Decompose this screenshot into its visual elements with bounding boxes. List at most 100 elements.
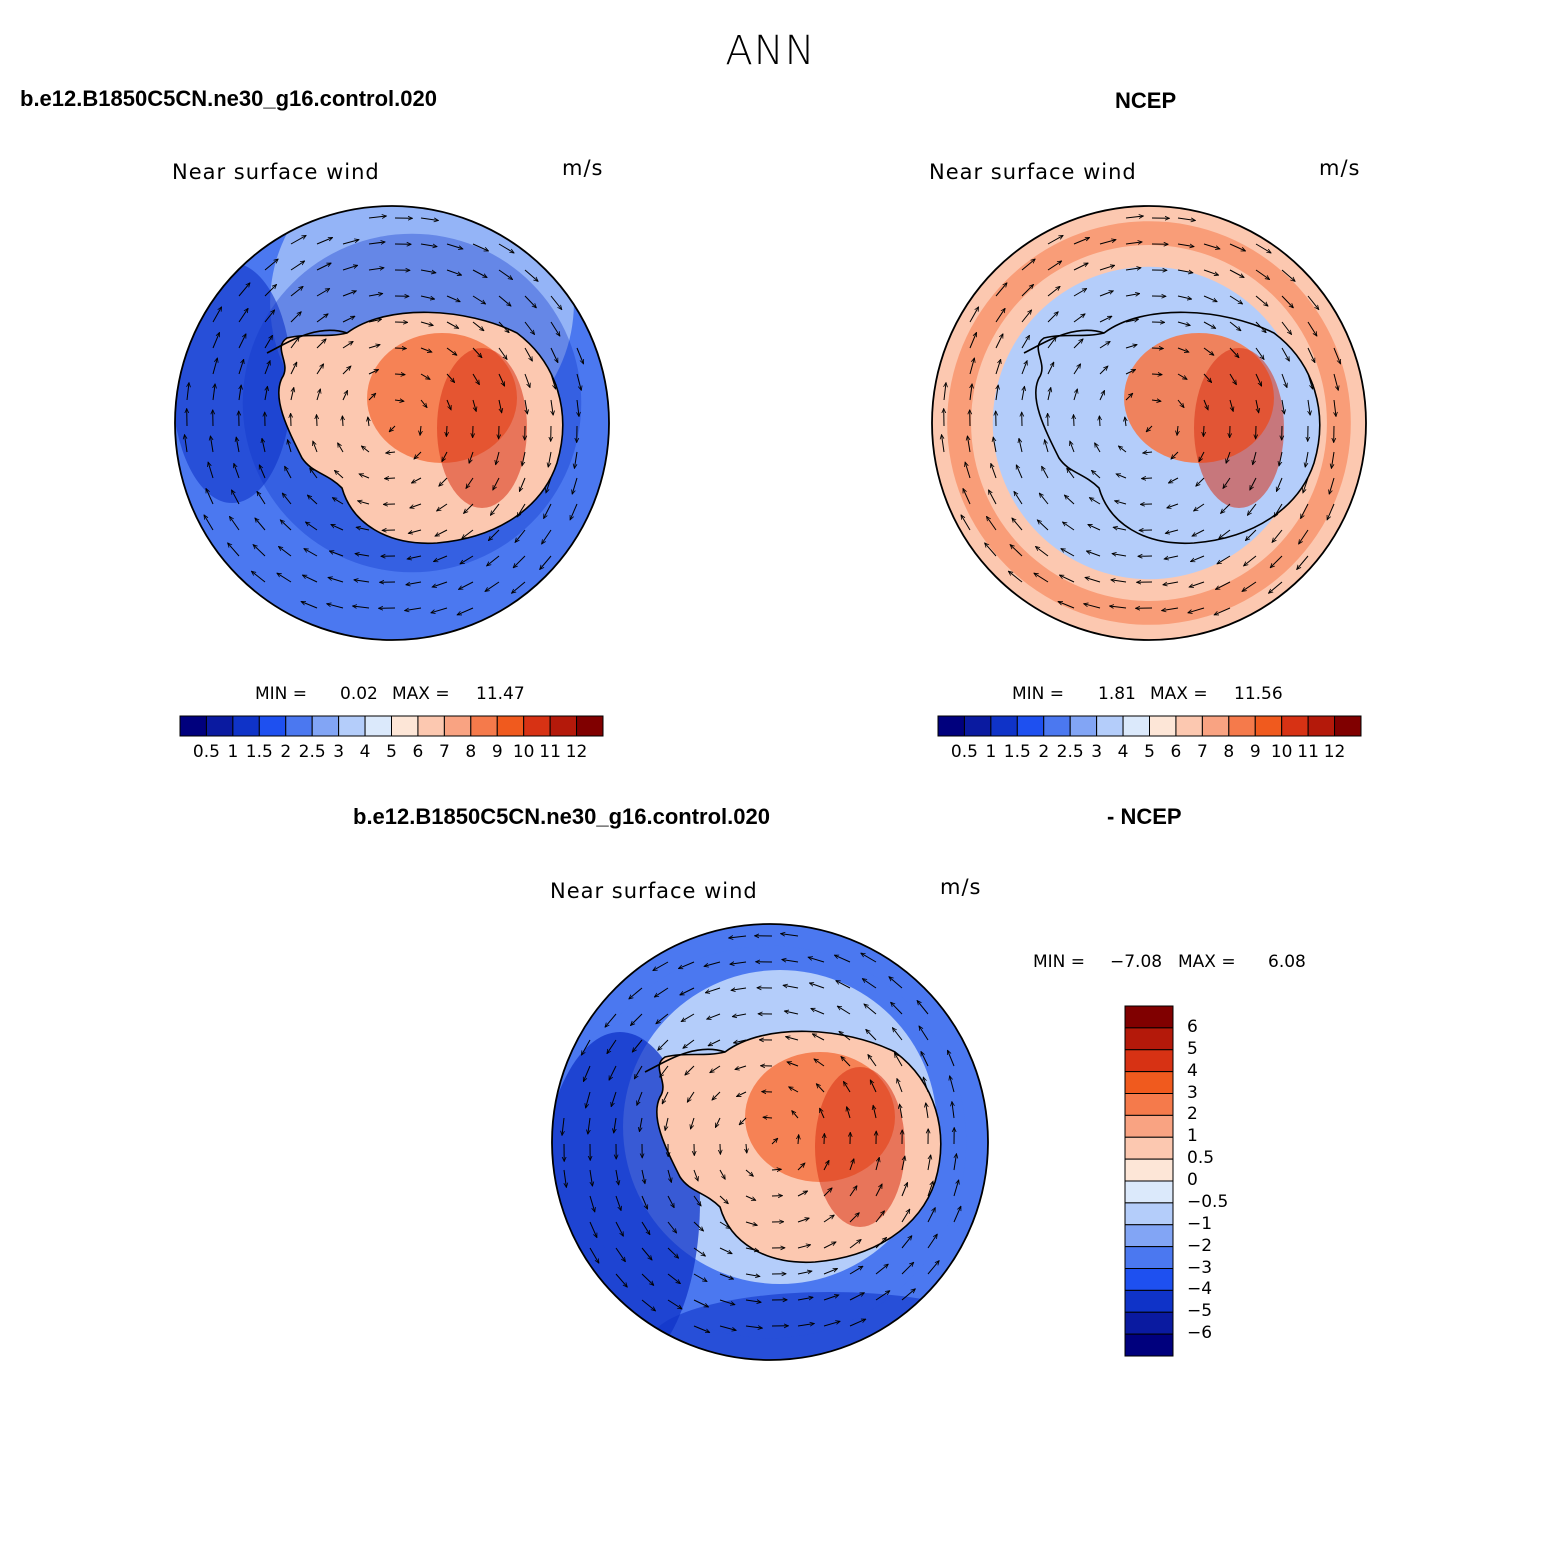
colorbar-tick-label: 12 [1323, 742, 1346, 762]
panel-diff-min-value: −7.08 [1110, 952, 1163, 972]
colorbar-tick-label: 3 [1091, 742, 1103, 762]
colorbar-swatch [1307, 715, 1336, 737]
colorbar-tick-label: 4 [1187, 1060, 1198, 1081]
colorbar-model [179, 715, 604, 737]
colorbar-swatch [576, 715, 604, 737]
colorbar-swatch [1124, 1071, 1174, 1095]
colorbar-tick-label: 0.5 [1187, 1148, 1215, 1169]
colorbar-tick-label: 9 [1249, 742, 1261, 762]
colorbar-tick-label: 2 [280, 742, 292, 762]
colorbar-tick-label: 7 [438, 742, 450, 762]
colorbar-swatch [1124, 1136, 1174, 1160]
panel-model-units: m/s [562, 156, 604, 180]
panel-obs-max-label: MAX = [1150, 684, 1208, 704]
colorbar-tick-label: 10 [512, 742, 535, 762]
colorbar-swatch [1124, 1202, 1174, 1226]
colorbar-tick-label: 6 [412, 742, 424, 762]
map-border [931, 205, 1367, 641]
colorbar-tick-label: 7 [1196, 742, 1208, 762]
wind-vectors [562, 934, 962, 1333]
colorbar-tick-label: 1 [1187, 1126, 1198, 1147]
colorbar-swatch [1228, 715, 1256, 737]
coastline [1035, 311, 1321, 545]
panel-diff-subtitle: Near surface wind [550, 879, 758, 903]
colorbar-swatch [179, 715, 207, 737]
colorbar-tick-label: −0.5 [1187, 1191, 1229, 1212]
colorbar-swatch [1124, 1114, 1174, 1138]
colorbar-tick-label: 3 [333, 742, 345, 762]
colorbar-tick-label: 9 [491, 742, 503, 762]
colorbar-swatch [1334, 715, 1362, 737]
colorbar-tick-label: 1.5 [245, 742, 273, 762]
colorbar-swatch [1281, 715, 1309, 737]
colorbar-swatch [391, 715, 419, 737]
panel-obs-min-label: MIN = [1012, 684, 1065, 704]
panel-diff-max-value: 6.08 [1268, 952, 1306, 972]
panel-diff-case-suffix: - NCEP [1107, 804, 1182, 829]
colorbar-swatch [1124, 1246, 1174, 1270]
colorbar-tick-label: 11 [1297, 742, 1319, 762]
colorbar-tick-label: −3 [1187, 1257, 1213, 1278]
colorbar-swatch [1124, 1027, 1174, 1051]
colorbar-swatch [1124, 1268, 1174, 1291]
colorbar-swatch [1124, 1093, 1174, 1116]
panel-diff-case-name: b.e12.B1850C5CN.ne30_g16.control.020 [353, 804, 770, 829]
colorbar-tick-label: 2 [1187, 1104, 1198, 1125]
panel-obs-subtitle: Near surface wind [929, 160, 1137, 184]
colorbar-tick-label: −2 [1187, 1235, 1213, 1256]
colorbar-swatch [1069, 715, 1098, 737]
colorbar-swatch [1124, 1180, 1174, 1204]
colorbar-tick-label: 5 [1144, 742, 1155, 762]
polar-map-model [174, 205, 610, 641]
colorbar-swatch [1124, 1224, 1174, 1248]
colorbar-swatch [1124, 1005, 1174, 1029]
panel-obs-case-name: NCEP [1115, 88, 1177, 113]
colorbar-swatch [1124, 1289, 1174, 1313]
wind-vectors [942, 216, 1341, 616]
colorbar-tick-label: 10 [1270, 742, 1293, 762]
colorbar-tick-label: 11 [539, 742, 561, 762]
colorbar-tick-label: 8 [465, 742, 477, 762]
colorbar-tick-label: 0 [1187, 1170, 1198, 1190]
colorbar-tick-label: −4 [1187, 1279, 1213, 1300]
panel-obs-max-value: 11.56 [1234, 684, 1283, 704]
colorbar-tick-label: 0.5 [950, 742, 978, 762]
colorbar-swatch [1149, 715, 1177, 737]
colorbar-swatch [1201, 715, 1230, 737]
panel-model-max-label: MAX = [392, 684, 450, 704]
colorbar-swatch [417, 715, 445, 737]
colorbar-swatch [1124, 1049, 1174, 1073]
colorbar-tick-label: 1 [985, 742, 997, 762]
colorbar-tick-label: 4 [1117, 742, 1129, 762]
panel-obs-min-value: 1.81 [1098, 684, 1136, 704]
colorbar-tick-label: −5 [1187, 1301, 1213, 1322]
colorbar-swatch [470, 715, 498, 737]
colorbar-swatch [1124, 1158, 1174, 1182]
colorbar-swatch [1124, 1333, 1174, 1357]
colorbar-swatch [963, 715, 992, 737]
colorbar-swatch [549, 715, 578, 737]
map-border [174, 205, 610, 641]
colorbar-tick-label: −1 [1187, 1213, 1213, 1234]
map-border [551, 923, 989, 1361]
colorbar-swatch [496, 715, 525, 737]
colorbar-tick-label: 2.5 [1056, 742, 1084, 762]
colorbar-swatch [1124, 1311, 1174, 1335]
colorbar-swatch [990, 715, 1018, 737]
colorbar-swatch [1016, 715, 1045, 737]
colorbar-tick-label: 1 [227, 742, 239, 762]
colorbar-swatch [1122, 715, 1151, 737]
colorbar-tick-label: 2 [1038, 742, 1050, 762]
colorbar-obs [937, 715, 1362, 737]
colorbar-swatch [523, 715, 551, 737]
colorbar-swatch [338, 715, 366, 737]
coastline [656, 1030, 942, 1264]
colorbar-tick-label: 4 [359, 742, 371, 762]
colorbar-swatch [937, 715, 965, 737]
colorbar-swatch [1096, 715, 1124, 737]
panel-diff-units: m/s [940, 875, 982, 899]
colorbar-swatch [232, 715, 260, 737]
colorbar-tick-label: 12 [565, 742, 588, 762]
polar-map-diff [551, 923, 989, 1361]
